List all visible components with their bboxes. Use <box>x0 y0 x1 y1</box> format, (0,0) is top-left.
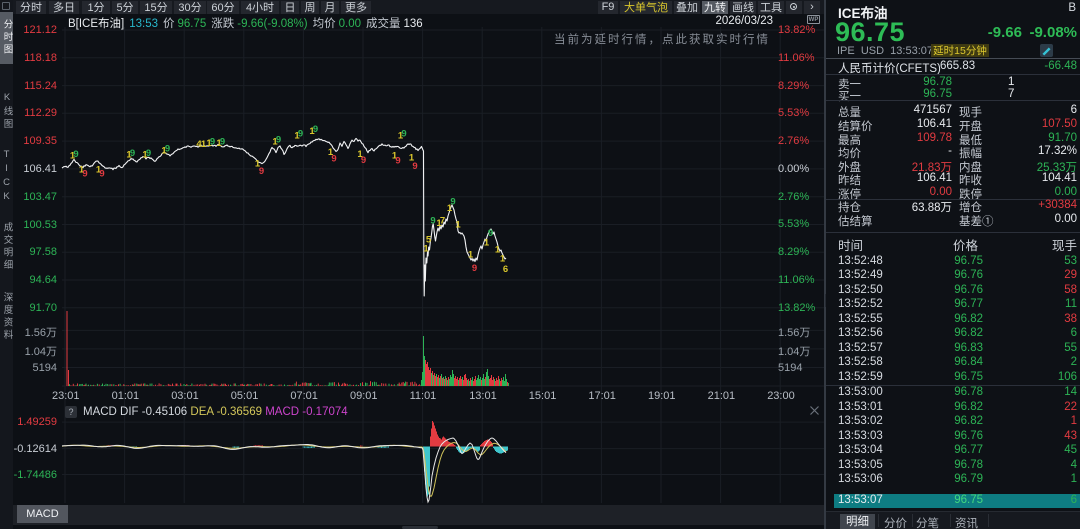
svg-text:1: 1 <box>294 131 300 142</box>
svg-text:9: 9 <box>313 124 318 135</box>
svg-text:1: 1 <box>447 203 453 214</box>
svg-text:1: 1 <box>161 146 167 157</box>
svg-text:1: 1 <box>495 245 501 256</box>
svg-text:1: 1 <box>126 150 132 161</box>
svg-text:1: 1 <box>272 137 278 148</box>
svg-text:1: 1 <box>201 139 207 150</box>
svg-text:9: 9 <box>488 228 493 239</box>
svg-text:1: 1 <box>423 244 429 255</box>
svg-text:1: 1 <box>216 138 222 149</box>
svg-text:1: 1 <box>398 131 404 142</box>
svg-text:1: 1 <box>409 153 415 164</box>
svg-text:4: 4 <box>196 139 202 150</box>
svg-text:9: 9 <box>450 197 455 208</box>
svg-text:9: 9 <box>130 148 135 159</box>
svg-text:9: 9 <box>472 263 477 274</box>
svg-text:9: 9 <box>99 169 104 180</box>
svg-text:5: 5 <box>426 235 432 246</box>
svg-text:1: 1 <box>436 218 442 229</box>
svg-text:6: 6 <box>503 264 508 275</box>
svg-text:9: 9 <box>259 166 264 177</box>
svg-text:1: 1 <box>484 238 490 249</box>
svg-text:9: 9 <box>395 156 400 167</box>
svg-text:9: 9 <box>412 161 417 172</box>
svg-text:9: 9 <box>298 129 303 140</box>
svg-text:9: 9 <box>276 135 281 146</box>
svg-text:1: 1 <box>455 220 461 231</box>
svg-text:9: 9 <box>220 137 225 148</box>
svg-text:9: 9 <box>430 216 435 227</box>
svg-text:1: 1 <box>79 165 85 176</box>
svg-text:9: 9 <box>331 154 336 165</box>
svg-text:9: 9 <box>146 148 151 159</box>
svg-text:1: 1 <box>357 149 363 160</box>
svg-text:1: 1 <box>392 151 398 162</box>
svg-text:1: 1 <box>142 150 148 161</box>
svg-text:1: 1 <box>96 165 102 176</box>
svg-text:9: 9 <box>165 144 170 155</box>
svg-text:9: 9 <box>210 137 215 148</box>
svg-text:1: 1 <box>70 151 76 162</box>
svg-text:9: 9 <box>401 129 406 140</box>
svg-text:1: 1 <box>328 147 334 158</box>
svg-text:1: 1 <box>255 159 261 170</box>
svg-text:1: 1 <box>500 254 506 265</box>
svg-text:9: 9 <box>82 169 87 180</box>
svg-text:1: 1 <box>309 126 315 137</box>
svg-text:1: 1 <box>206 138 212 149</box>
svg-text:1: 1 <box>468 250 474 261</box>
svg-text:9: 9 <box>361 155 366 166</box>
svg-text:9: 9 <box>73 149 78 160</box>
svg-text:7: 7 <box>440 216 445 227</box>
